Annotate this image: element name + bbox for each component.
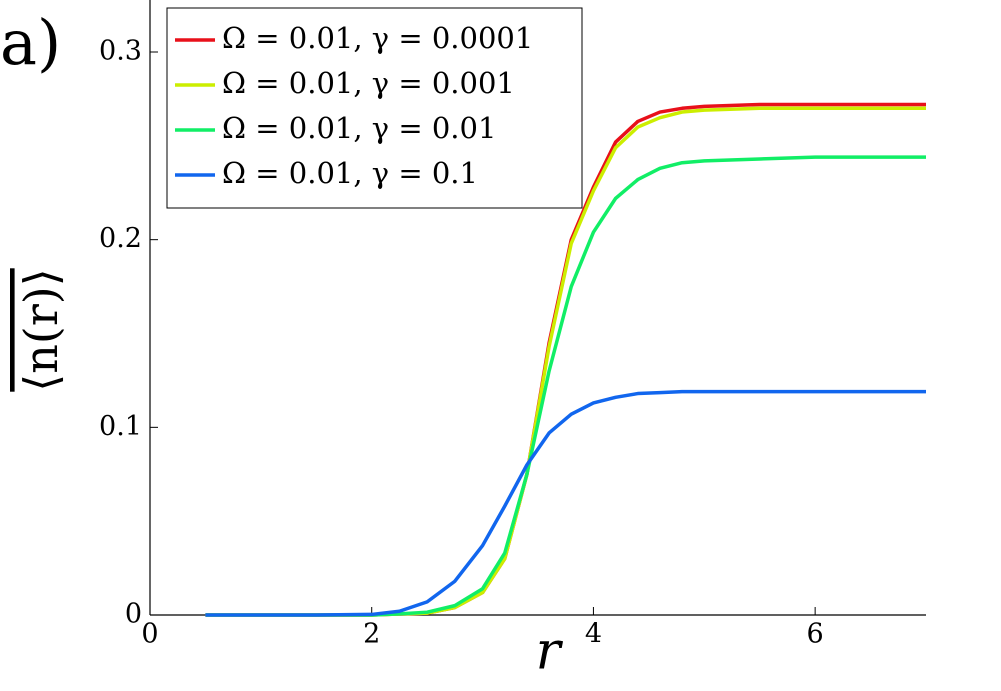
x-tick-label: 6 — [807, 619, 824, 650]
y-tick-label: 0.1 — [99, 411, 142, 442]
y-tick-label: 0.2 — [99, 223, 142, 254]
legend-label: Ω = 0.01, γ = 0.001 — [222, 66, 515, 100]
legend-label: Ω = 0.01, γ = 0.0001 — [222, 21, 533, 55]
x-tick-label: 0 — [141, 619, 158, 650]
legend: Ω = 0.01, γ = 0.0001 Ω = 0.01, γ = 0.001 Ω… — [166, 7, 583, 209]
line-series — [205, 389, 926, 617]
legend-box — [166, 7, 583, 209]
y-tick-label: 0 — [125, 599, 142, 630]
x-axis-label: r — [536, 622, 564, 682]
x-tick-label: 2 — [363, 619, 380, 650]
legend-label: Ω = 0.01, γ = 0.01 — [222, 111, 496, 145]
legend-label: Ω = 0.01, γ = 0.1 — [222, 156, 478, 190]
panel-label: a) — [0, 6, 61, 79]
x-tick-label: 4 — [585, 619, 602, 650]
line-series — [205, 155, 926, 617]
y-tick-label: 0.3 — [99, 36, 142, 67]
y-axis-label: ⟨n(r)⟩ — [14, 268, 68, 391]
